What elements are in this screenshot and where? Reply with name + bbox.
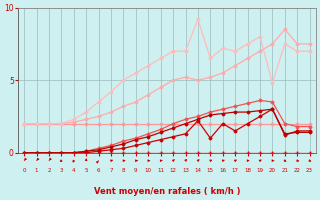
X-axis label: Vent moyen/en rafales ( km/h ): Vent moyen/en rafales ( km/h ) — [94, 187, 240, 196]
